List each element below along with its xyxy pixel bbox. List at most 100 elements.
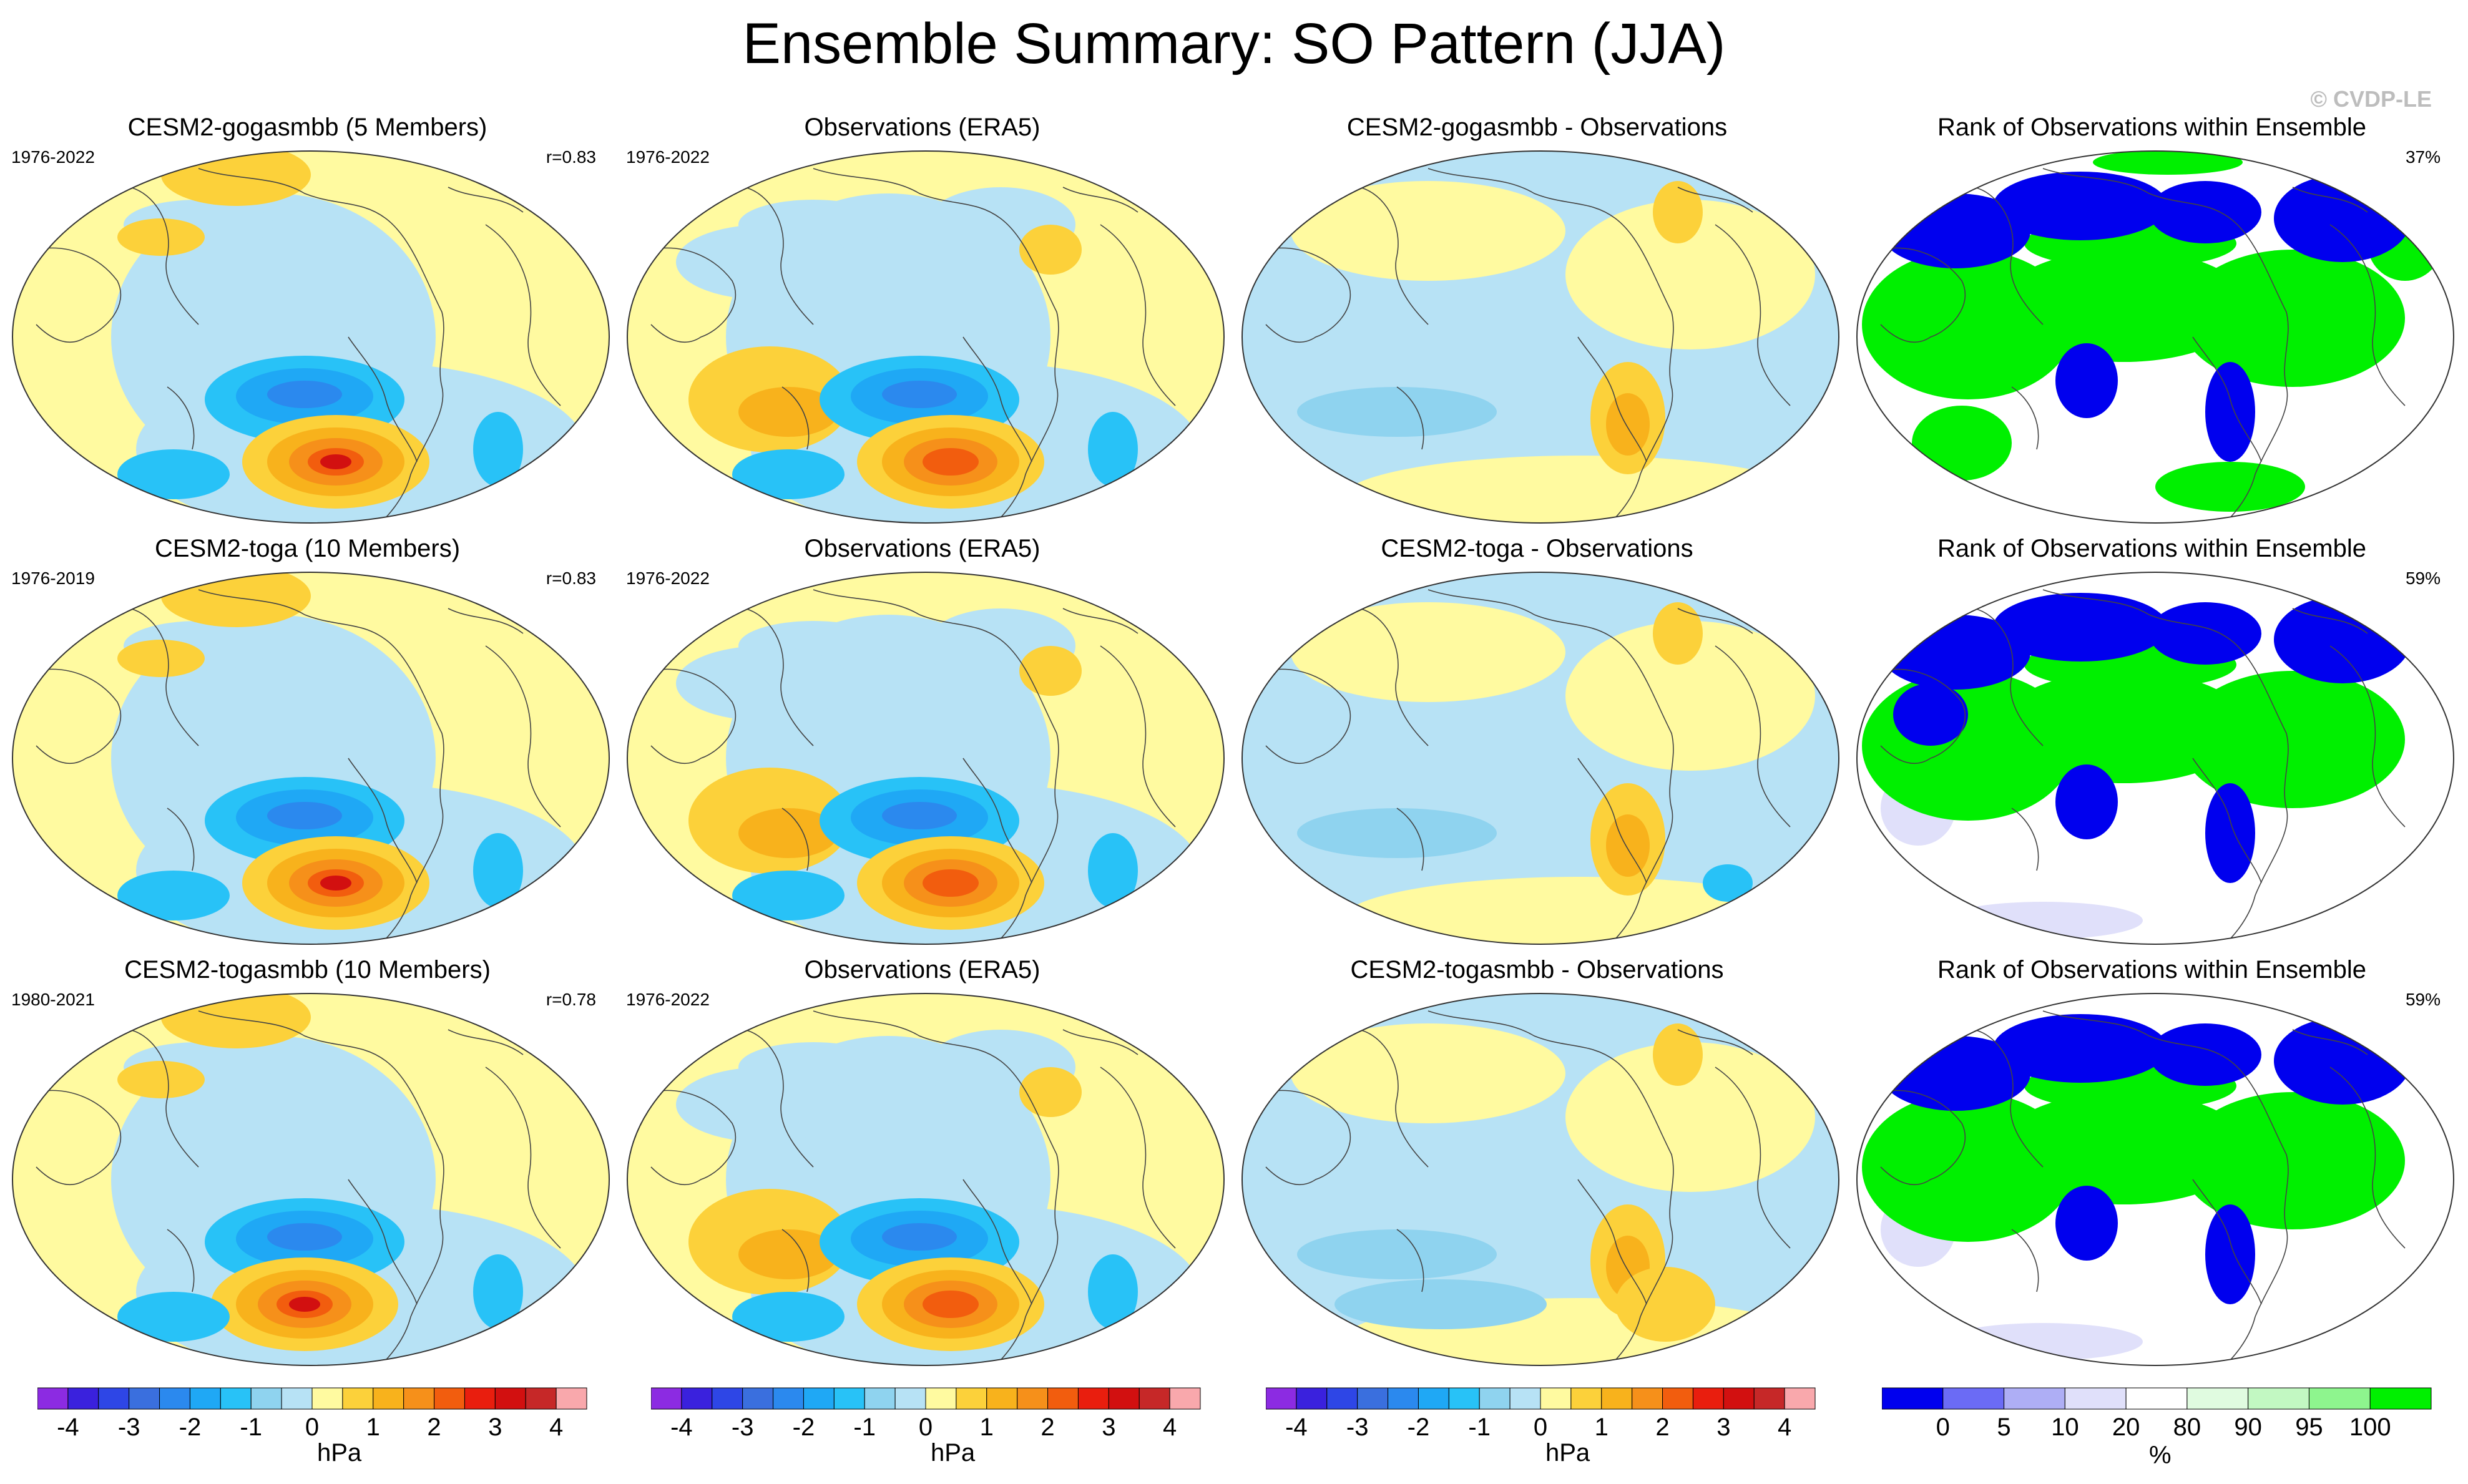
coastline-line (448, 608, 524, 634)
map-panel-obs: Observations (ERA5) 1976-2022 (615, 534, 1230, 955)
rank-high-region (2180, 1092, 2405, 1229)
negative-core (882, 1223, 957, 1251)
positive-core (320, 876, 351, 891)
colorbar-swatch (556, 1387, 587, 1410)
rank-low-region (2055, 1186, 2118, 1261)
colorbar-swatch (986, 1387, 1018, 1410)
negative-region (117, 449, 230, 499)
negative-region (117, 1292, 230, 1342)
coastline-line (2292, 608, 2368, 634)
colorbar-swatch (1326, 1387, 1358, 1410)
coastline-line (1062, 187, 1139, 213)
coastline-line (129, 187, 199, 325)
rank-low-region (2055, 343, 2118, 418)
colorbar-swatch (1753, 1387, 1785, 1410)
negative-region (1297, 387, 1497, 437)
negative-core (882, 381, 957, 408)
colorbar-swatch (681, 1387, 713, 1410)
coastline-line (2042, 589, 2289, 944)
negative-region (676, 1067, 851, 1142)
rank-low-region (2149, 1023, 2261, 1086)
coastline-line (962, 758, 1032, 884)
negative-region (1297, 808, 1497, 858)
coastline-line (2329, 1067, 2406, 1249)
negative-core (267, 381, 342, 408)
negative-core (267, 802, 342, 829)
coastline-line (129, 1029, 199, 1168)
panel-title: Observations (ERA5) (804, 956, 1041, 984)
panel-period: 1976-2022 (626, 990, 710, 1009)
positive-region (738, 1229, 838, 1279)
coastline-line (1880, 247, 1966, 343)
panel-title: Observations (ERA5) (804, 535, 1041, 562)
rank-low-region (1993, 593, 2168, 661)
coastline-line (962, 336, 1032, 462)
coastline-line (1359, 608, 1429, 746)
colorbar-tick-label: 100 (2349, 1413, 2391, 1441)
rank-high-region (1912, 406, 2012, 481)
colorbar-swatch (2186, 1387, 2249, 1410)
colorbar-tick-label: 2 (427, 1413, 441, 1441)
colorbar-swatch (1169, 1387, 1201, 1410)
positive-region (1291, 181, 1565, 281)
positive-region (1019, 225, 1082, 275)
coastline-line (744, 1029, 814, 1168)
map-obs (627, 150, 1225, 524)
map-outline (1241, 993, 1839, 1366)
colorbar-tick-label: -2 (179, 1413, 202, 1441)
coastline-line (1396, 386, 1424, 450)
colorbar-swatch (925, 1387, 957, 1410)
colorbar-swatch (1047, 1387, 1079, 1410)
colorbar-swatch (651, 1387, 682, 1410)
coastline-line (1359, 187, 1429, 325)
coastline-line (1427, 168, 1674, 523)
colorbar-tick-label: -2 (1408, 1413, 1430, 1441)
map-rank (1856, 572, 2454, 945)
coastline-line (2192, 758, 2262, 884)
positive-core (1606, 814, 1650, 877)
coastline-line (348, 336, 418, 462)
colorbar-swatch (956, 1387, 987, 1410)
coastline-line (1100, 224, 1176, 406)
colorbar-swatch (525, 1387, 557, 1410)
map-obs (627, 993, 1225, 1366)
coastline-line (2011, 1229, 2039, 1292)
map-rank (1856, 150, 2454, 524)
coastline-line (1715, 224, 1791, 406)
map-outline (1856, 572, 2454, 945)
colorbar-swatch (403, 1387, 435, 1410)
colorbar-tick-label: 95 (2295, 1413, 2323, 1441)
colorbar-tick-label: -3 (732, 1413, 754, 1441)
map-panel-rank: Rank of Observations within Ensemble 59% (1844, 955, 2459, 1376)
positive-core (923, 448, 979, 476)
colorbar-tick-label: -4 (1285, 1413, 1308, 1441)
coastline-line (167, 1229, 195, 1292)
colorbar-tick-label: 3 (488, 1413, 502, 1441)
coastline-line (1427, 589, 1674, 944)
colorbar-tick-label: -1 (853, 1413, 876, 1441)
panel-title: Rank of Observations within Ensemble (1937, 956, 2366, 984)
colorbar-swatch (2064, 1387, 2127, 1410)
colorbar-swatch (1388, 1387, 1419, 1410)
panel-title: Observations (ERA5) (804, 114, 1041, 141)
colorbar-hpa-2: -4 -3 -2 -1 0 1 2 3 4 hPa (651, 1384, 1238, 1478)
colorbar-tick-label: 5 (1997, 1413, 2010, 1441)
colorbar-tick-label: 4 (549, 1413, 563, 1441)
coastline-line (1974, 1029, 2044, 1168)
panel-period: 1976-2019 (11, 569, 95, 588)
colorbar-swatch (189, 1387, 221, 1410)
colorbar-swatch (1357, 1387, 1389, 1410)
colorbar-swatch (1882, 1387, 1944, 1410)
colorbar-tick-label: 1 (366, 1413, 380, 1441)
coastline-line (1427, 1010, 1674, 1365)
coastline-line (198, 168, 444, 523)
coastline-line (198, 1010, 444, 1365)
coastline-line (348, 758, 418, 884)
colorbar-swatch (1662, 1387, 1693, 1410)
panel-title: CESM2-togasmbb - Observations (1350, 956, 1724, 984)
map-panel-diff: CESM2-toga - Observations (1230, 534, 1844, 955)
colorbar-tick-label: 3 (1102, 1413, 1115, 1441)
coastline-line (2329, 224, 2406, 406)
coastline-line (129, 608, 199, 746)
map-outline (627, 572, 1225, 945)
